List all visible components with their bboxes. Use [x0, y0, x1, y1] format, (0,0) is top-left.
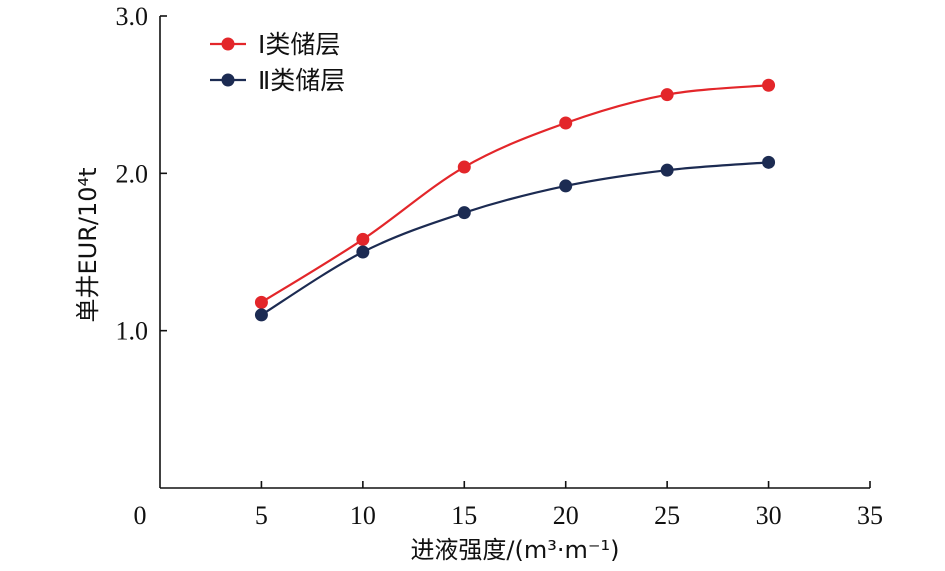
y-tick-label: 2.0 [116, 159, 149, 188]
series-1-point [660, 88, 674, 102]
series-2-point [660, 163, 674, 177]
x-ticks: 0 5 10 15 20 25 30 35 [134, 481, 883, 530]
series-1-point [356, 232, 370, 246]
series-1-point [559, 116, 573, 130]
legend: Ⅰ类储层 Ⅱ类储层 [210, 30, 345, 95]
y-ticks: 1.0 2.0 3.0 [116, 2, 167, 346]
series-1-point [254, 295, 268, 309]
x-tick-label: 15 [451, 501, 477, 530]
series-2-point [356, 245, 370, 259]
x-tick-label: 20 [553, 501, 579, 530]
x-axis-title: 进液强度/(m³·m⁻¹) [410, 536, 619, 564]
y-axis-title: 单井EUR/10⁴t [74, 167, 102, 322]
series-2-point [559, 179, 573, 193]
x-tick-label: 5 [255, 501, 268, 530]
series-line-2 [260, 161, 769, 316]
x-tick-label: 10 [350, 501, 376, 530]
y-tick-label: 3.0 [116, 2, 149, 31]
plot-area: 0 5 10 15 20 25 30 35 1.0 2.0 3.0 [116, 2, 884, 530]
series-layer [254, 78, 776, 322]
legend-marker-2 [221, 73, 235, 87]
x-tick-label: 25 [654, 501, 680, 530]
series-1-point [762, 78, 776, 92]
legend-marker-1 [221, 37, 235, 51]
series-2-point [762, 155, 776, 169]
x-tick-label: 30 [756, 501, 782, 530]
legend-label-2: Ⅱ类储层 [258, 66, 345, 95]
x-tick-label: 0 [134, 501, 147, 530]
y-tick-label: 1.0 [116, 317, 149, 346]
series-2-point [254, 308, 268, 322]
series-2-point [457, 206, 471, 220]
series-line-1 [260, 84, 769, 304]
x-tick-label: 35 [857, 501, 883, 530]
series-1-point [457, 160, 471, 174]
legend-label-1: Ⅰ类储层 [258, 30, 340, 59]
